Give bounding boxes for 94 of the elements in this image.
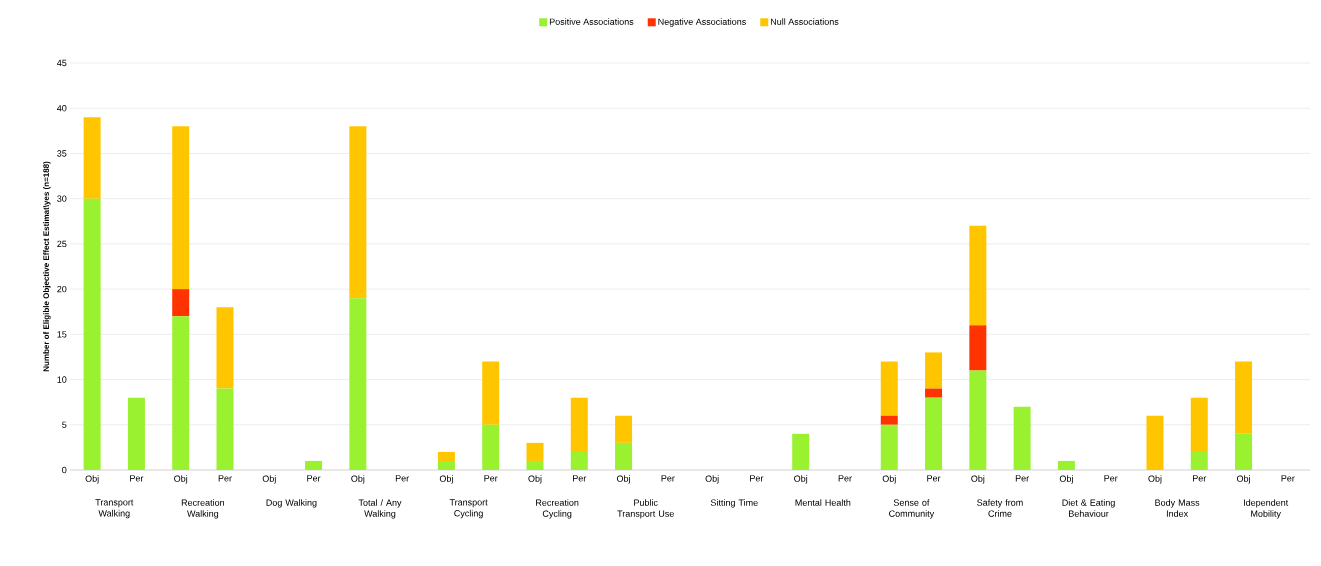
x-tick-label: Obj <box>1236 475 1250 484</box>
bar <box>615 415 633 443</box>
y-tick-label: 30 <box>57 195 67 202</box>
legend-label: Positive Associations <box>549 18 634 25</box>
bar <box>1190 397 1208 452</box>
y-tick-label: 25 <box>57 240 67 248</box>
y-tick-label: 5 <box>62 421 67 428</box>
bar <box>925 388 943 398</box>
bar <box>880 415 898 425</box>
legend-label: Null Associations <box>770 18 839 25</box>
x-tick-label: Per <box>573 475 587 482</box>
x-tick-label: Per <box>484 475 498 482</box>
text: Transport Walking <box>95 499 134 519</box>
bar <box>216 307 234 389</box>
text: Safety from Crime <box>977 499 1023 517</box>
text: Idependent Mobility <box>1244 499 1289 519</box>
x-tick-label: Obj <box>439 475 453 484</box>
y-tick-label: 45 <box>56 59 67 67</box>
bar <box>526 460 544 470</box>
bar <box>526 442 544 461</box>
x-tick-label: Per <box>838 475 852 482</box>
y-tick-label: 20 <box>57 285 67 293</box>
text: Recreation Walking <box>181 499 225 519</box>
x-tick-label: Obj <box>882 475 896 484</box>
x-tick-label: Obj <box>1059 475 1073 484</box>
x-tick-label: Obj <box>705 475 719 484</box>
bar <box>83 198 101 470</box>
x-tick-label: Per <box>307 475 321 482</box>
bar <box>349 298 367 470</box>
y-tick-label: 40 <box>56 105 67 112</box>
bar <box>83 117 101 199</box>
bar <box>792 433 810 470</box>
bar <box>969 325 987 371</box>
x-tick-label: Obj <box>174 475 188 484</box>
bar <box>1013 406 1031 470</box>
y-tick-label: 10 <box>57 376 67 383</box>
x-tick-label: Per <box>661 475 675 482</box>
text: Sitting Time <box>710 499 758 508</box>
bar <box>482 424 500 470</box>
bar <box>172 289 190 317</box>
y-tick-label: 35 <box>57 150 67 157</box>
x-tick-label: Per <box>130 475 144 482</box>
text: Dog Walking <box>266 499 317 508</box>
x-tick-label: Per <box>927 475 941 482</box>
bar <box>172 316 190 470</box>
bar <box>305 460 323 470</box>
text: Transport Cycling <box>449 499 488 519</box>
bar <box>1235 361 1253 434</box>
bar <box>925 397 943 470</box>
bar <box>172 126 190 290</box>
x-tick-label: Obj <box>85 475 99 484</box>
x-tick-label: Obj <box>794 475 808 484</box>
bar <box>437 451 455 461</box>
text: Sense of Community <box>889 499 935 519</box>
bar <box>1190 451 1208 470</box>
bar <box>1146 415 1164 470</box>
bar <box>880 361 898 416</box>
bar <box>216 388 234 470</box>
x-tick-label: Per <box>395 475 409 482</box>
x-tick-label: Per <box>1104 475 1118 482</box>
bar <box>127 397 145 470</box>
y-axis-title: Number of Eligible Objective Effect Estimat\yes (n=188) <box>43 161 51 372</box>
x-tick-label: Per <box>218 475 232 482</box>
x-tick-label: Obj <box>528 475 542 484</box>
legend-label: Negative Associations <box>658 18 746 27</box>
bar <box>1235 433 1253 470</box>
text: Public Transport Use <box>617 499 674 519</box>
x-tick-label: Obj <box>351 475 365 484</box>
bar <box>969 370 987 470</box>
bar <box>969 225 987 326</box>
x-tick-label: Per <box>1281 475 1295 482</box>
y-tick-label: 0 <box>62 466 67 474</box>
bar <box>570 451 588 470</box>
x-tick-label: Obj <box>971 475 985 484</box>
text: Recreation Cycling <box>536 499 579 519</box>
bar <box>349 126 367 299</box>
x-tick-label: Obj <box>616 475 630 484</box>
bar <box>880 424 898 470</box>
text: Mental Health <box>795 499 851 506</box>
x-tick-label: Per <box>1015 475 1029 482</box>
text: Total / Any Walking <box>358 499 402 519</box>
bar <box>570 397 588 452</box>
bar <box>1057 460 1075 470</box>
bar <box>482 361 500 425</box>
x-tick-label: Obj <box>262 475 276 484</box>
x-tick-label: Obj <box>1148 475 1162 484</box>
bar <box>615 442 633 470</box>
x-tick-label: Per <box>1193 475 1207 482</box>
x-tick-label: Per <box>750 475 764 482</box>
bar <box>437 460 455 470</box>
bar <box>925 352 943 389</box>
text: Body Mass Index <box>1155 499 1200 517</box>
y-tick-label: 15 <box>57 331 67 338</box>
text: Diet & Eating Behaviour <box>1062 499 1115 517</box>
